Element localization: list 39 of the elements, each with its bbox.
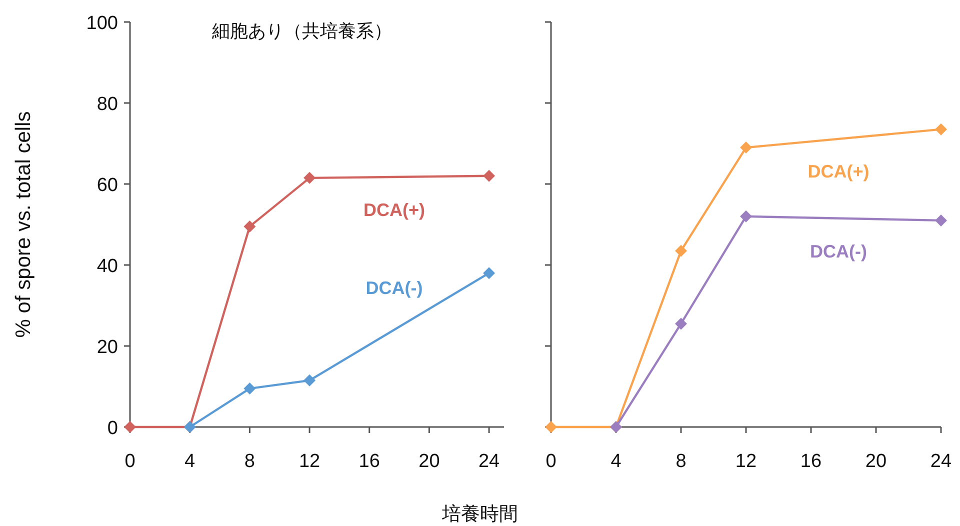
x-tick-label: 8: [244, 451, 255, 472]
x-tick-label: 4: [184, 451, 196, 472]
point: [244, 220, 256, 233]
series-label: DCA(+): [364, 200, 426, 220]
x-tick-label: 24: [478, 451, 500, 472]
point: [244, 382, 256, 395]
point: [483, 267, 496, 280]
x-axis-title: 培養時間: [441, 503, 518, 525]
y-axis-title: % of spore vs. total cells: [12, 111, 35, 338]
x-tick-label: 20: [418, 451, 440, 472]
y-tick-label: 40: [96, 256, 118, 277]
point: [675, 244, 687, 257]
point: [740, 210, 752, 222]
y-tick-label: 0: [107, 418, 118, 439]
x-tick-label: 8: [676, 451, 686, 472]
series-label: DCA(+): [808, 161, 870, 182]
chart-title: 細胞あり（共培養系）: [211, 21, 392, 41]
x-tick-label: 24: [930, 451, 952, 472]
point: [304, 172, 316, 184]
x-tick-label: 16: [358, 451, 380, 472]
point: [935, 123, 947, 136]
x-tick-label: 0: [124, 451, 136, 472]
x-tick-label: 4: [610, 451, 622, 472]
point: [740, 142, 752, 154]
y-tick-label: 80: [96, 94, 118, 115]
x-tick-label: 20: [865, 451, 887, 472]
y-tick-label: 20: [96, 337, 118, 358]
series-label: DCA(-): [366, 278, 423, 298]
x-tick-label: 0: [546, 451, 556, 472]
point: [675, 318, 687, 330]
x-tick-label: 16: [800, 451, 822, 472]
y-tick-label: 100: [86, 13, 118, 34]
x-tick-label: 12: [735, 451, 757, 472]
point: [483, 170, 496, 182]
point: [304, 374, 316, 386]
x-tick-label: 12: [298, 451, 320, 472]
point: [935, 214, 947, 226]
y-tick-label: 60: [96, 175, 118, 196]
series-label: DCA(-): [810, 241, 867, 262]
